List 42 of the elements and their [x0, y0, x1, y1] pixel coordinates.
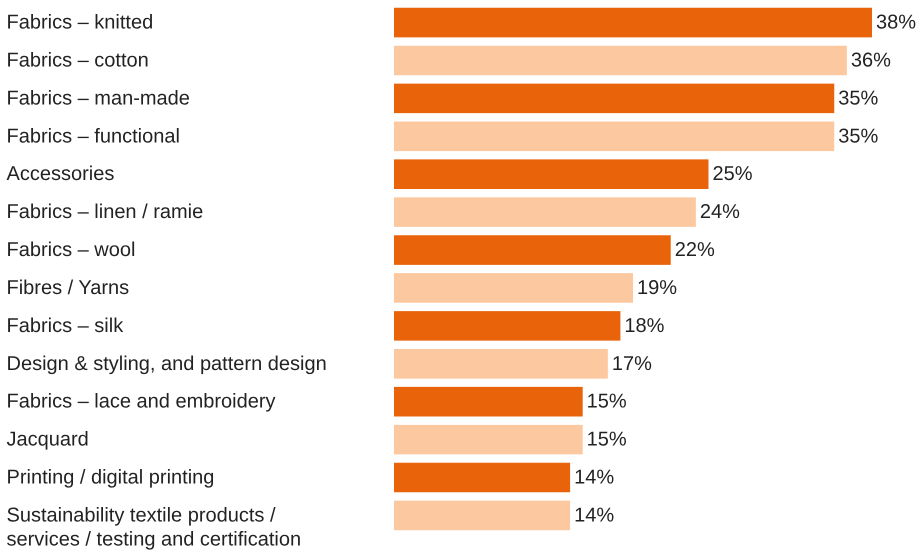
y-tick-label: Jacquard — [6, 428, 89, 451]
bar — [394, 197, 696, 227]
y-tick-label: Fabrics – silk — [6, 314, 124, 337]
y-tick-label: Fabrics – lace and embroidery — [6, 390, 276, 413]
data-label: 15% — [586, 428, 627, 451]
bar — [394, 386, 583, 416]
y-tick-label: Fabrics – cotton — [6, 49, 149, 72]
y-tick-label: Printing / digital printing — [6, 466, 214, 489]
bar — [394, 46, 847, 76]
y-tick-label: Fabrics – functional — [6, 125, 180, 148]
bar — [394, 311, 620, 341]
bar — [394, 159, 708, 190]
y-tick-label: Fabrics – wool — [6, 239, 136, 262]
y-tick-label: Fabrics – linen / ramie — [6, 201, 204, 224]
data-label: 17% — [612, 352, 652, 375]
data-label: 22% — [674, 239, 715, 262]
y-tick-label: Fibres / Yarns — [6, 276, 130, 299]
data-label: 14% — [574, 504, 614, 526]
data-label: 24% — [700, 201, 740, 224]
data-label: 19% — [637, 276, 678, 299]
bar — [394, 273, 633, 303]
bar — [394, 122, 834, 152]
bar — [394, 348, 608, 379]
y-tick-label: Sustainability textile products / services / testing and certification — [6, 504, 302, 550]
bar — [394, 424, 583, 454]
data-label: 38% — [876, 12, 916, 34]
y-tick-label: Fabrics – knitted — [6, 12, 154, 34]
bar — [394, 500, 570, 530]
bar — [394, 8, 872, 38]
bar — [394, 462, 570, 492]
data-label: 15% — [586, 390, 627, 413]
y-tick-label: Design & styling, and pattern design — [6, 352, 327, 375]
bar — [394, 235, 671, 265]
bar — [394, 84, 834, 114]
y-tick-label: Fabrics – man-made — [6, 87, 190, 110]
data-label: 25% — [712, 163, 753, 186]
data-label: 18% — [624, 314, 665, 337]
y-tick-label: Accessories — [6, 163, 114, 186]
data-label: 36% — [850, 49, 892, 72]
data-label: 14% — [574, 466, 614, 489]
data-label: 35% — [838, 87, 879, 110]
data-label: 35% — [838, 125, 879, 148]
